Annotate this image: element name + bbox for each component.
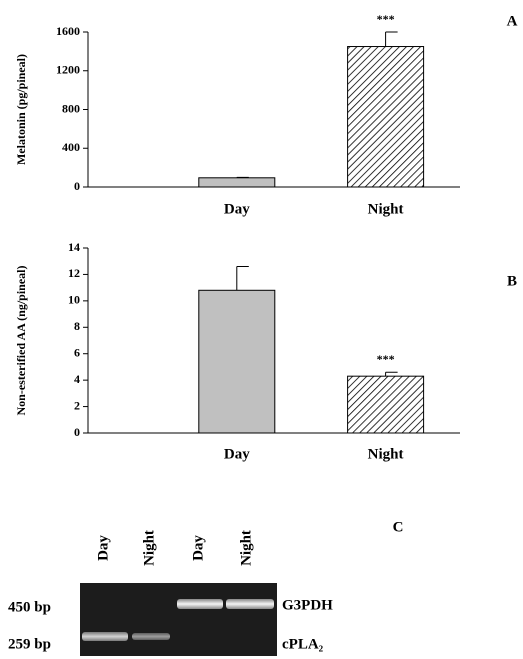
error-bar <box>386 372 398 376</box>
x-tick-label: Day <box>224 201 250 217</box>
y-tick-label: 400 <box>62 140 80 154</box>
gel-band <box>226 599 274 609</box>
panel-label: C <box>393 519 404 535</box>
lane-label: Night <box>238 530 254 566</box>
gel-band <box>132 633 170 640</box>
gene-label: G3PDH <box>282 597 333 613</box>
y-tick-label: 800 <box>62 101 80 115</box>
bar <box>348 376 424 433</box>
lane-label: Day <box>95 535 111 561</box>
y-tick-label: 6 <box>74 345 80 359</box>
y-tick-label: 1600 <box>56 24 80 38</box>
y-tick-label: 2 <box>74 398 80 412</box>
y-tick-label: 14 <box>68 240 80 254</box>
y-tick-label: 10 <box>68 293 80 307</box>
gel-band <box>82 632 128 641</box>
y-tick-label: 8 <box>74 319 80 333</box>
y-tick-label: 4 <box>74 372 80 386</box>
y-tick-label: 0 <box>74 425 80 439</box>
x-tick-label: Day <box>224 446 250 462</box>
x-tick-label: Night <box>368 446 404 462</box>
bar <box>348 47 424 187</box>
y-tick-label: 1200 <box>56 63 80 77</box>
significance-label: *** <box>377 12 395 26</box>
band-size: 450 bp <box>8 599 51 615</box>
panel-label: B <box>507 273 517 289</box>
x-tick-label: Night <box>368 201 404 217</box>
panel-label: A <box>507 13 518 29</box>
gel-band <box>177 599 223 609</box>
gene-label: cPLA₂ <box>282 636 324 652</box>
lane-label: Day <box>190 535 206 561</box>
gel-image <box>80 583 277 656</box>
significance-label: *** <box>377 352 395 366</box>
y-tick-label: 12 <box>68 266 80 280</box>
y-tick-label: 0 <box>74 179 80 193</box>
y-axis-label: Melatonin (pg/pineal) <box>14 54 28 165</box>
figure: C 450 bp 259 bp G3PDH cPLA₂ Day Night Day N… <box>0 0 523 659</box>
band-size: 259 bp <box>8 636 51 652</box>
lane-label: Night <box>141 530 157 566</box>
bar <box>199 178 275 187</box>
bar <box>199 290 275 433</box>
error-bar <box>237 267 249 291</box>
error-bar <box>386 32 398 47</box>
y-axis-label: Non-esterified AA (ng/pineal) <box>14 266 28 416</box>
